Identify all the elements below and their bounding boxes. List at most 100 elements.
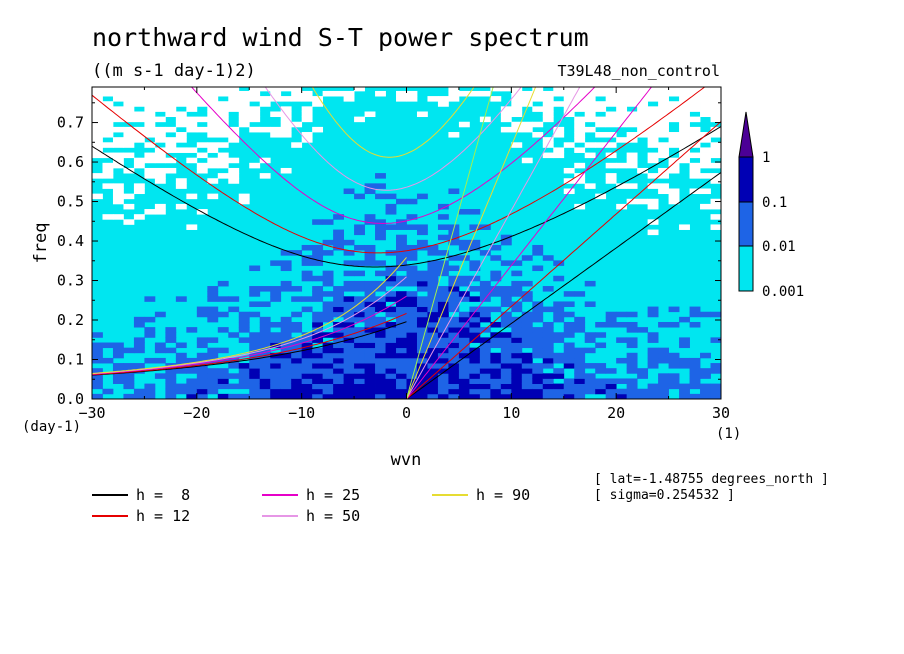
power-cell [700, 311, 711, 318]
power-cell [123, 106, 135, 112]
power-cell [364, 357, 376, 364]
power-cell [249, 357, 261, 364]
power-cell [437, 316, 449, 323]
power-cell [668, 162, 680, 169]
power-cell [626, 183, 638, 189]
power-cell [490, 270, 502, 277]
power-cell [469, 332, 481, 338]
power-cell [385, 311, 397, 318]
power-cell [448, 368, 460, 374]
power-cell [511, 286, 523, 292]
power-cell [710, 203, 721, 210]
power-cell [333, 229, 344, 236]
power-cell [595, 87, 607, 92]
power-cell [626, 87, 638, 92]
power-cell [574, 352, 586, 359]
power-cell [416, 311, 428, 318]
power-cell [427, 96, 439, 102]
power-cell [112, 214, 124, 220]
power-cell [637, 388, 649, 395]
power-cell [207, 111, 219, 118]
power-cell [637, 167, 649, 174]
power-cell [385, 203, 397, 210]
power-cell [175, 357, 187, 364]
power-cell [427, 352, 439, 359]
power-cell [574, 378, 586, 384]
power-cell [448, 132, 460, 138]
power-cell [238, 327, 250, 333]
power-cell [333, 291, 344, 297]
power-cell [217, 173, 229, 179]
power-cell [689, 126, 701, 133]
power-cell [427, 265, 439, 272]
power-cell [207, 178, 219, 184]
power-cell [92, 352, 103, 359]
power-cell [238, 393, 250, 399]
power-cell [112, 90, 124, 97]
power-cell [406, 296, 418, 302]
power-cell [249, 342, 261, 349]
power-cell [574, 101, 586, 107]
power-cell [343, 260, 355, 266]
power-cell [322, 383, 334, 390]
power-cell [312, 96, 324, 102]
power-cell [479, 342, 491, 349]
power-cell [637, 87, 649, 92]
power-cell [92, 373, 103, 379]
power-cell [238, 116, 250, 123]
power-cell [322, 363, 334, 369]
power-cell [249, 162, 261, 169]
power-cell [574, 388, 586, 395]
power-cell [605, 121, 617, 128]
power-cell [133, 188, 145, 195]
power-cell [637, 101, 649, 107]
power-cell [406, 332, 418, 338]
power-cell [343, 321, 355, 328]
power-cell [458, 316, 470, 323]
power-cell [437, 347, 449, 354]
power-cell [154, 373, 166, 379]
power-cell [563, 347, 575, 354]
power-cell [396, 321, 407, 328]
power-cell [385, 327, 397, 333]
legend: h = 8h = 12h = 25h = 50h = 90 [92, 486, 530, 525]
power-cell [679, 126, 690, 133]
power-cell [626, 111, 638, 118]
power-cell [511, 378, 523, 384]
power-cell [154, 203, 166, 210]
power-cell [689, 393, 701, 399]
power-cell [375, 337, 386, 343]
power-cell [437, 96, 449, 102]
power-cell [511, 291, 523, 297]
power-cell [301, 368, 313, 374]
power-cell [416, 352, 428, 359]
power-cell [92, 368, 103, 374]
power-cell [416, 347, 428, 354]
power-cell [679, 316, 690, 323]
power-cell [396, 316, 407, 323]
power-cell [427, 316, 439, 323]
power-cell [532, 121, 544, 128]
power-cell [354, 316, 365, 323]
power-cell [186, 388, 198, 395]
power-cell [532, 311, 544, 318]
power-cell [154, 101, 166, 107]
power-cell [175, 342, 187, 349]
power-cell [458, 378, 470, 384]
power-cell [259, 157, 271, 164]
power-cell [280, 327, 292, 333]
power-cell [668, 321, 680, 328]
power-cell [574, 173, 586, 179]
power-cell [469, 357, 481, 364]
power-cell [448, 301, 460, 307]
power-cell [112, 126, 124, 133]
power-cell [354, 224, 365, 230]
power-cell [312, 126, 324, 133]
power-cell [333, 332, 344, 338]
power-cell [542, 347, 554, 354]
power-cell [679, 383, 690, 390]
power-cell [605, 87, 617, 92]
power-cell [186, 87, 198, 92]
power-cell [469, 286, 481, 292]
power-cell [647, 126, 659, 133]
